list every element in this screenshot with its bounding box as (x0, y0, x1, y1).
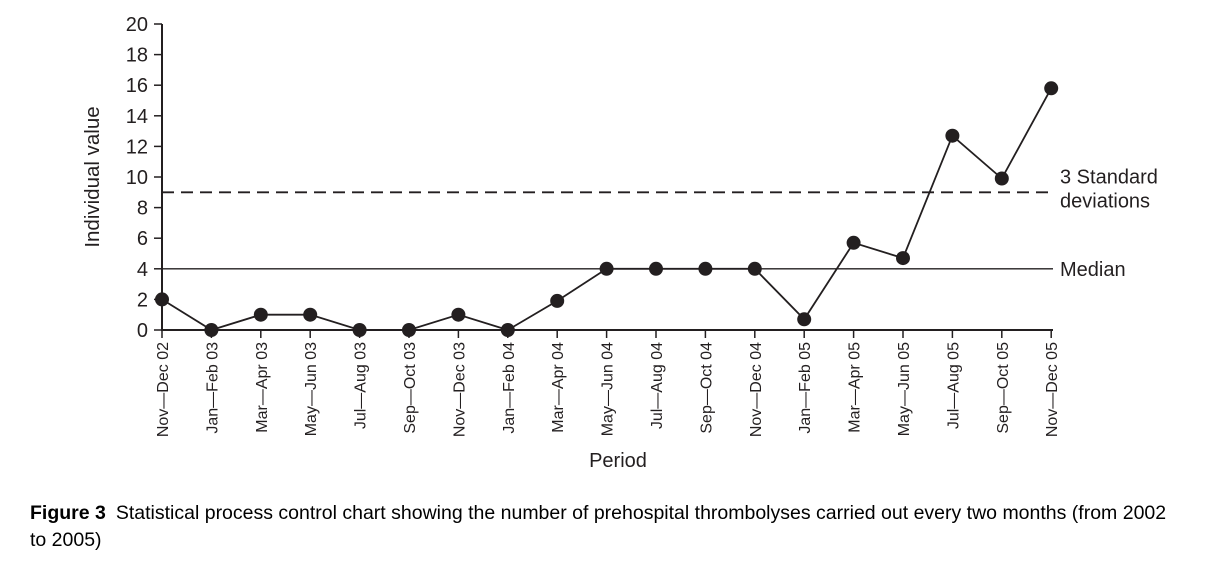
y-tick-label: 12 (126, 136, 148, 158)
data-point (451, 307, 466, 322)
data-point (155, 292, 169, 307)
y-tick-label: 4 (137, 259, 148, 281)
data-point (303, 307, 318, 322)
data-point (846, 235, 861, 250)
data-point (352, 323, 367, 337)
x-tick-label: Mar—Apr 03 (254, 342, 271, 433)
data-point (649, 261, 663, 276)
x-tick-label: Jan—Feb 04 (501, 342, 518, 434)
data-point (994, 171, 1009, 186)
x-tick-label: May—Jun 04 (600, 342, 617, 436)
y-tick-label: 10 (126, 167, 148, 189)
data-point (945, 128, 960, 143)
y-tick-label: 0 (137, 320, 148, 342)
data-point (402, 323, 416, 337)
x-tick-label: May—Jun 05 (896, 342, 913, 436)
data-point (797, 312, 812, 327)
data-point (599, 261, 614, 276)
data-point (698, 261, 713, 276)
x-tick-label: Nov—Dec 05 (1044, 342, 1061, 437)
y-tick-label: 2 (137, 289, 148, 311)
x-tick-label: Nov—Dec 04 (748, 342, 765, 437)
x-tick-label: Jan—Feb 03 (204, 342, 221, 434)
reference-line-label: deviations (1060, 190, 1150, 212)
y-tick-label: 14 (126, 106, 148, 128)
y-tick-label: 18 (126, 45, 148, 67)
y-tick-label: 16 (126, 75, 148, 97)
x-tick-label: Mar—Apr 04 (550, 342, 567, 433)
x-tick-label: Mar—Apr 05 (847, 342, 864, 433)
x-tick-label: Sep—Oct 04 (698, 342, 715, 434)
y-tick-label: 8 (137, 198, 148, 220)
reference-line-label: Median (1060, 259, 1126, 281)
x-axis-title: Period (589, 450, 647, 472)
caption-label: Figure 3 (30, 502, 106, 524)
y-axis-title: Individual value (81, 106, 104, 247)
x-tick-label: May—Jun 03 (303, 342, 320, 436)
x-tick-label: Sep—Oct 05 (995, 342, 1012, 434)
data-point (500, 323, 515, 337)
data-point (896, 251, 910, 266)
y-tick-label: 6 (137, 228, 148, 250)
x-tick-label: Jul—Aug 05 (945, 342, 962, 429)
x-tick-label: Jan—Feb 05 (797, 342, 814, 434)
figure-caption: Figure 3 Statistical process control char… (0, 478, 1170, 554)
data-point (1044, 81, 1059, 96)
x-tick-label: Jul—Aug 04 (649, 342, 666, 429)
x-tick-label: Nov—Dec 02 (155, 342, 172, 437)
data-point (253, 307, 268, 322)
y-tick-label: 20 (126, 14, 148, 36)
data-line (161, 87, 1052, 331)
x-tick-label: Sep—Oct 03 (402, 342, 419, 434)
reference-line-label: 3 Standard (1060, 166, 1158, 188)
data-point (747, 261, 762, 276)
data-point (204, 323, 219, 337)
caption-text: Statistical process control chart showin… (30, 502, 1167, 551)
x-tick-label: Nov—Dec 03 (451, 342, 468, 437)
data-point (550, 293, 565, 308)
x-tick-label: Jul—Aug 03 (353, 342, 370, 429)
